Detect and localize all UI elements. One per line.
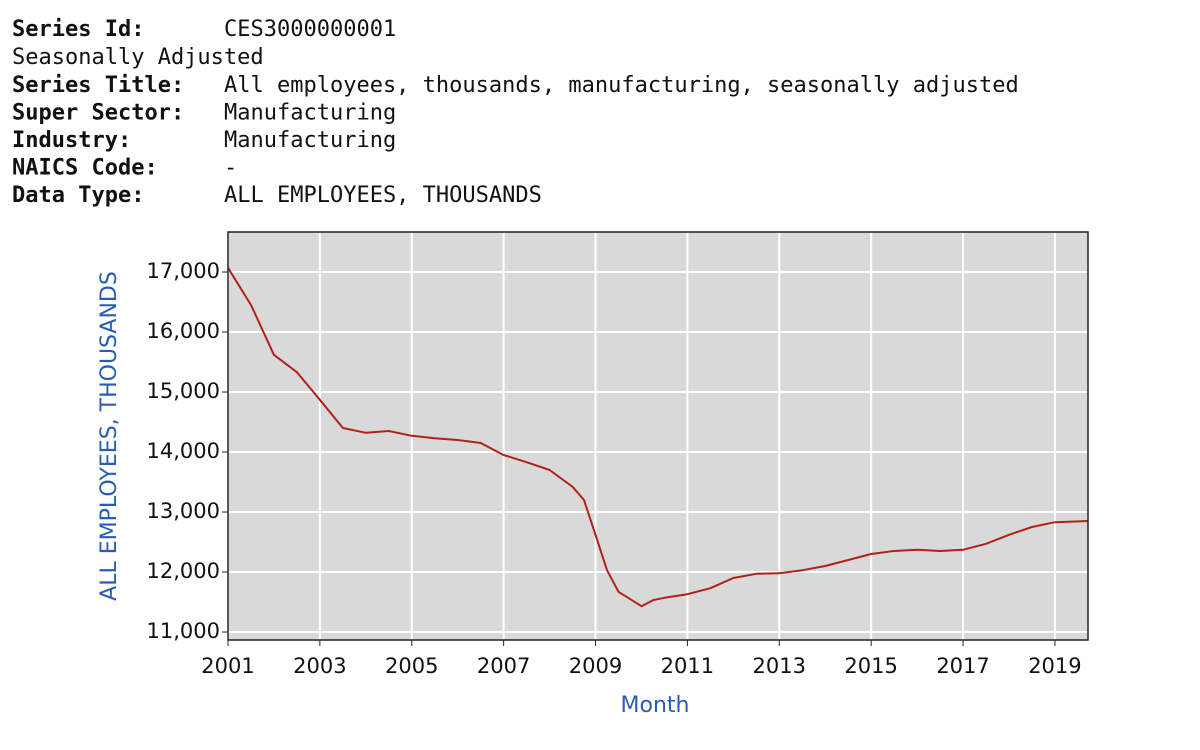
x-tick-label: 2019 bbox=[1028, 654, 1081, 678]
seasonality: Seasonally Adjusted bbox=[12, 45, 264, 70]
x-tick-label: 2007 bbox=[477, 654, 530, 678]
x-tick-label: 2013 bbox=[753, 654, 806, 678]
x-tick-label: 2015 bbox=[844, 654, 897, 678]
field-label: Industry: bbox=[12, 128, 131, 153]
y-tick-label: 13,000 bbox=[147, 499, 220, 523]
x-tick-label: 2017 bbox=[936, 654, 989, 678]
plot-area bbox=[228, 232, 1088, 640]
plot-border bbox=[227, 231, 1089, 641]
field-label: Series Id: bbox=[12, 17, 144, 42]
field-value: All employees, thousands, manufacturing,… bbox=[224, 73, 1019, 98]
x-tick-label: 2003 bbox=[293, 654, 346, 678]
field-value: Manufacturing bbox=[224, 101, 396, 126]
y-tick-label: 12,000 bbox=[147, 559, 220, 583]
x-tick-label: 2009 bbox=[569, 654, 622, 678]
field-value: - bbox=[224, 156, 237, 181]
field-value: ALL EMPLOYEES, THOUSANDS bbox=[224, 183, 542, 208]
y-tick-label: 17,000 bbox=[147, 259, 220, 283]
field-value: CES3000000001 bbox=[224, 17, 396, 42]
data-line bbox=[227, 267, 1089, 608]
y-tick-label: 14,000 bbox=[147, 439, 220, 463]
field-label: Data Type: bbox=[12, 183, 144, 208]
y-tick-label: 11,000 bbox=[147, 619, 220, 643]
field-value: Manufacturing bbox=[224, 128, 396, 153]
field-label: NAICS Code: bbox=[12, 156, 158, 181]
x-tick-label: 2011 bbox=[661, 654, 714, 678]
y-tick-label: 15,000 bbox=[147, 379, 220, 403]
x-axis-label: Month bbox=[621, 693, 690, 718]
x-tick-label: 2005 bbox=[385, 654, 438, 678]
field-label: Series Title: bbox=[12, 73, 184, 98]
y-tick-label: 16,000 bbox=[147, 319, 220, 343]
x-tick-label: 2001 bbox=[201, 654, 254, 678]
y-axis-label: ALL EMPLOYEES, THOUSANDS bbox=[97, 271, 122, 601]
field-label: Super Sector: bbox=[12, 101, 184, 126]
